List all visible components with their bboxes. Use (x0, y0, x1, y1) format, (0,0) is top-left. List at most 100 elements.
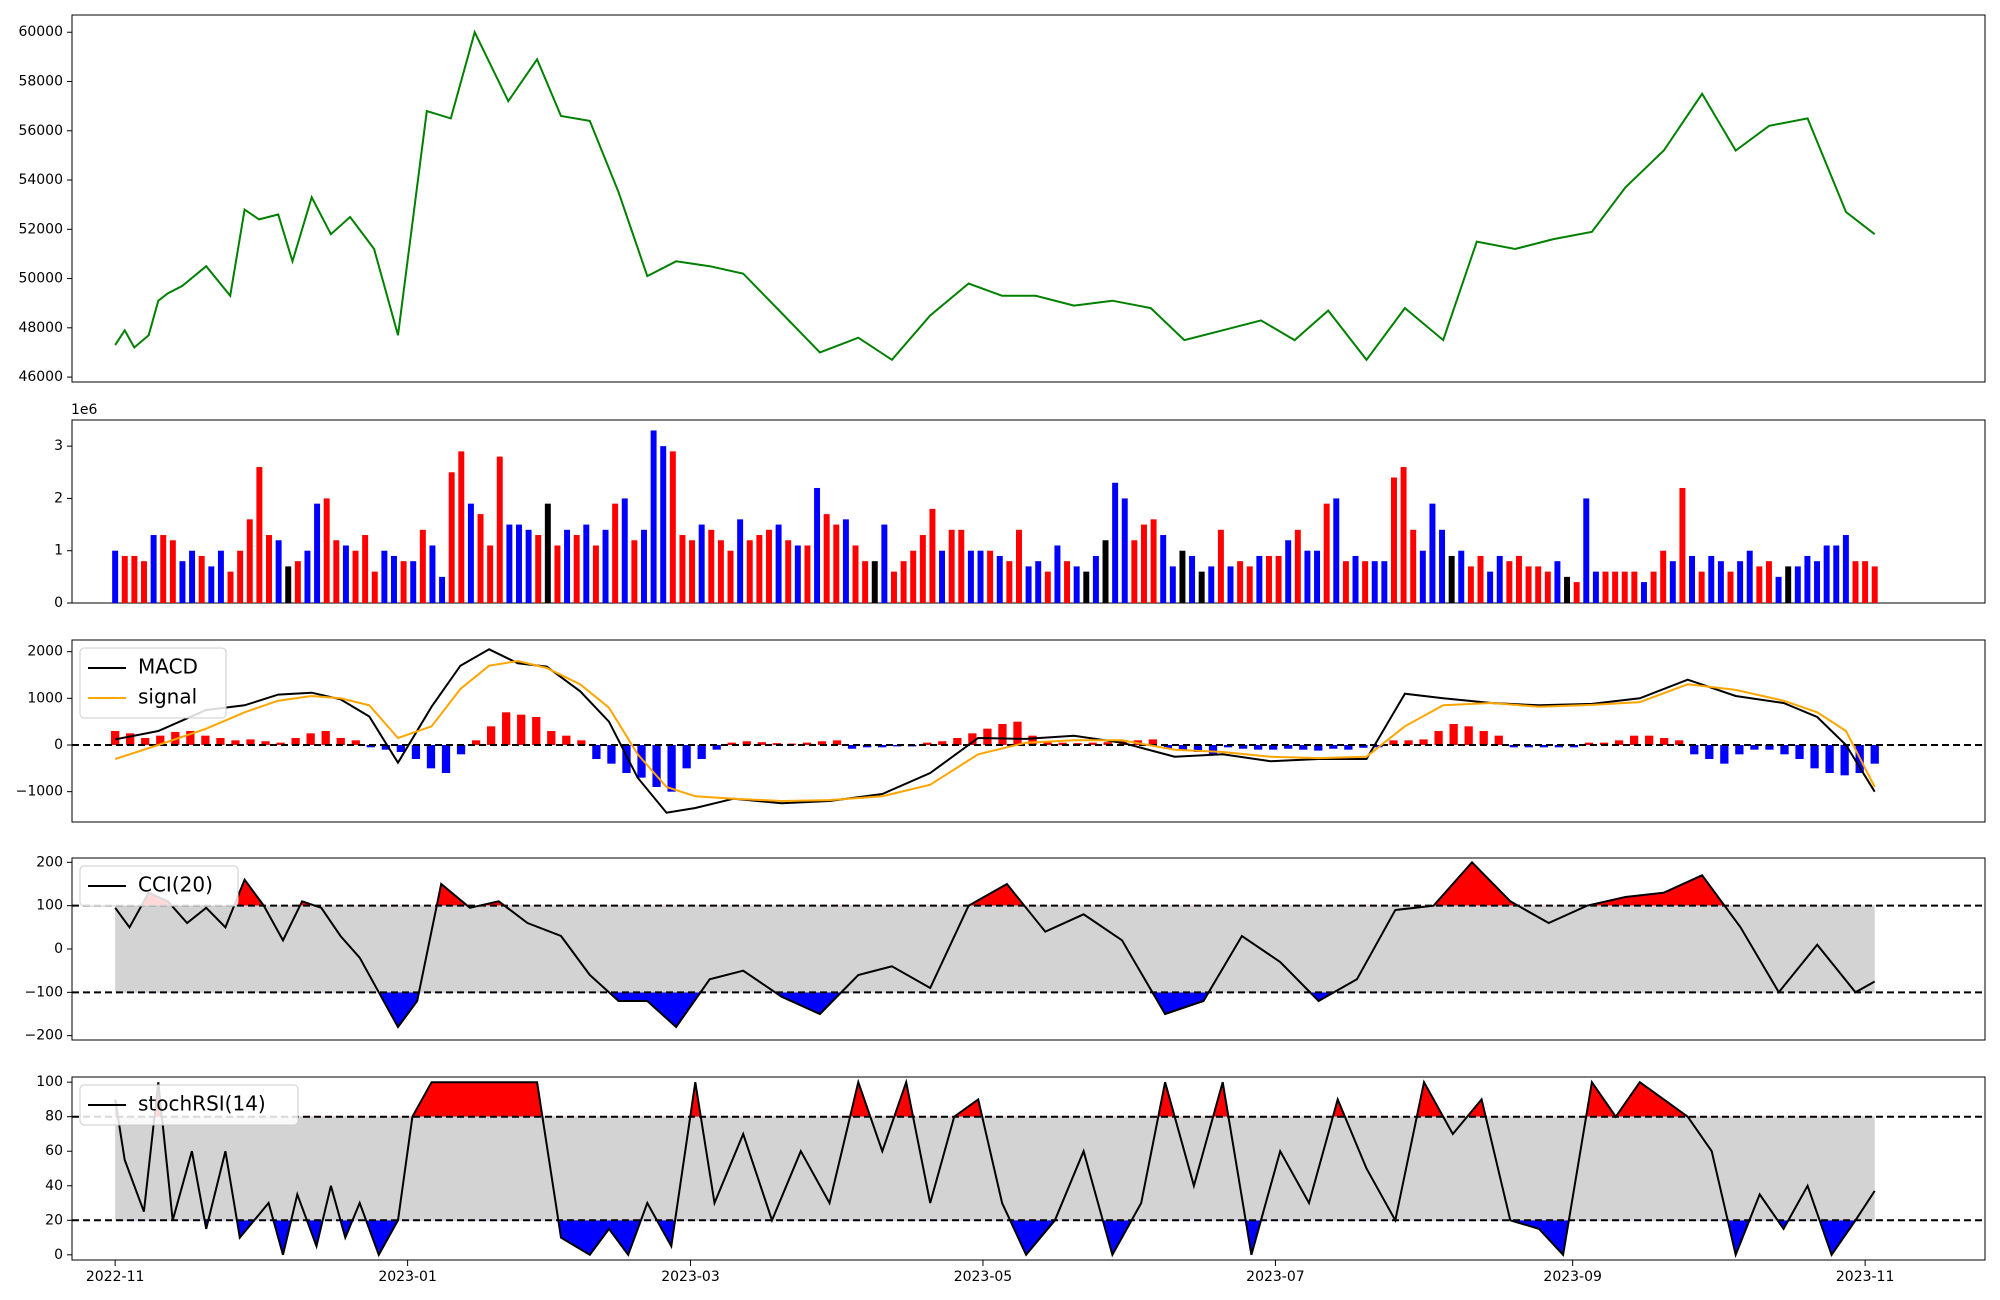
macd-histogram-bar (862, 745, 872, 748)
volume-bar (1544, 571, 1551, 603)
macd-histogram-bar (1645, 735, 1654, 745)
volume-bar (1400, 467, 1407, 603)
macd-histogram-bar (441, 745, 451, 773)
volume-y-tick-label: 0 (54, 595, 63, 611)
volume-bar (862, 561, 869, 603)
volume-bar (977, 550, 984, 603)
volume-bar (400, 561, 407, 603)
x-tick-label: 2023-07 (1246, 1269, 1305, 1285)
macd-histogram-bar (306, 733, 315, 745)
volume-bar (929, 508, 936, 603)
macd-histogram-bar (757, 742, 766, 745)
macd-histogram-bar (938, 741, 947, 745)
macd-histogram-bar (111, 731, 120, 745)
macd-histogram-bar (1705, 745, 1714, 759)
stochrsi-y-tick-label: 40 (45, 1178, 63, 1194)
macd-histogram-bar (1299, 745, 1308, 750)
stochrsi-legend (79, 1084, 299, 1126)
stochrsi-y-tick-label: 20 (45, 1212, 63, 1228)
macd-histogram-bar (968, 733, 977, 745)
volume-bar (429, 545, 436, 603)
volume-bar (737, 519, 744, 603)
volume-bar (217, 550, 224, 603)
macd-histogram-bar (712, 745, 721, 750)
stochrsi-y-tick-label: 0 (54, 1247, 63, 1263)
macd-histogram-bar (141, 738, 150, 745)
cci-band (115, 905, 1875, 993)
macd-histogram-bar (1735, 745, 1744, 755)
macd-histogram-bar (1720, 745, 1729, 764)
macd-histogram-bar (246, 739, 255, 745)
volume-bar (785, 540, 792, 603)
volume-bar (227, 571, 234, 603)
volume-bar (1525, 566, 1532, 603)
volume-bar (333, 540, 340, 603)
macd-histogram-bar (336, 738, 345, 745)
macd-histogram-bar (1464, 726, 1473, 745)
macd-histogram-bar (592, 745, 601, 759)
macd-histogram-bar (517, 714, 526, 745)
volume-bar (160, 535, 167, 603)
volume-bar (958, 529, 965, 603)
macd-histogram-bar (366, 745, 375, 748)
volume-bar (237, 550, 244, 603)
volume-bar (698, 524, 705, 603)
macd-histogram-bar (231, 740, 240, 745)
macd-legend-label: MACD (138, 655, 198, 679)
macd-histogram-bar (1795, 745, 1804, 759)
volume-bar (1698, 571, 1705, 603)
macd-histogram-bar (832, 740, 842, 745)
macd-panel: −1000 0 1000 2000 MACD signal (16, 639, 1986, 823)
volume-bar (1381, 561, 1388, 603)
volume-bar (641, 529, 647, 603)
volume-bar (381, 550, 388, 603)
macd-histogram-bar (321, 731, 330, 745)
macd-histogram-bar (1013, 721, 1022, 745)
volume-bar (391, 555, 397, 603)
macd-histogram-bar (126, 733, 135, 745)
volume-bar (487, 545, 494, 603)
macd-histogram-bar (1238, 745, 1248, 749)
macd-histogram-bar (878, 745, 887, 748)
x-tick-label: 2022-11 (86, 1269, 145, 1285)
volume-bar (621, 498, 628, 603)
volume-bar (1448, 555, 1455, 603)
price-line (114, 29, 1876, 362)
volume-bar (1025, 566, 1032, 603)
volume-bar (179, 561, 186, 603)
stochrsi-line (114, 1078, 1876, 1259)
volume-bar (1073, 566, 1080, 603)
macd-y-tick-label: 1000 (27, 690, 63, 706)
volume-bar (1333, 498, 1340, 603)
volume-bar (1246, 566, 1253, 603)
stochrsi-y-tick-label: 60 (45, 1143, 63, 1159)
volume-bar (842, 519, 849, 603)
macd-histogram-bar (727, 742, 736, 745)
volume-bar (794, 545, 801, 603)
volume-bar (631, 540, 638, 603)
macd-y-tick-label: 2000 (27, 644, 63, 660)
volume-bar (112, 550, 119, 603)
macd-histogram-bar (622, 745, 631, 773)
volume-bar (323, 498, 330, 603)
macd-histogram-bar (1103, 742, 1112, 745)
macd-histogram-bar (1193, 745, 1203, 752)
volume-bar (573, 535, 580, 603)
x-axis: 2022-11 2023-01 2023-03 2023-05 2023-07 2023-… (86, 1260, 1894, 1285)
volume-bar (1217, 529, 1224, 603)
macd-histogram-bar (261, 741, 270, 745)
volume-bar (1140, 524, 1147, 603)
stochrsi-frame (71, 1076, 1986, 1261)
volume-bar (1756, 566, 1763, 603)
volume-bar (1285, 540, 1292, 603)
volume-bar (294, 561, 301, 603)
volume-bar (1160, 535, 1167, 603)
x-tick-label: 2023-01 (378, 1269, 437, 1285)
volume-bar (1621, 571, 1628, 603)
macd-histogram-bar (426, 745, 436, 769)
macd-histogram-bar (923, 742, 932, 745)
macd-histogram-bar (1314, 745, 1323, 751)
macd-histogram-bar (802, 742, 812, 745)
volume-bar (1842, 535, 1849, 603)
